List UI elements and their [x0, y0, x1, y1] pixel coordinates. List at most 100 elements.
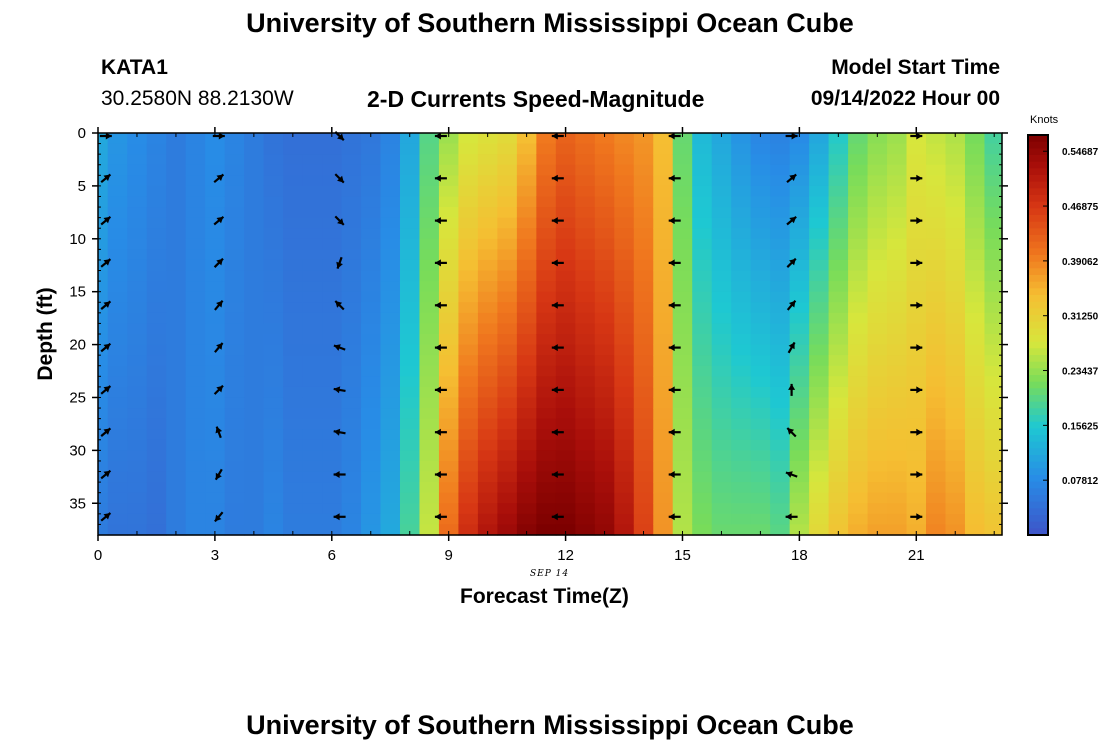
heatmap-cell [458, 323, 479, 335]
heatmap-cell [107, 471, 128, 483]
heatmap-cell [828, 185, 849, 198]
heatmap-cell [205, 439, 226, 451]
heatmap-cell [516, 323, 537, 335]
heatmap-cell [672, 228, 693, 240]
colorbar-segment [1028, 308, 1048, 316]
heatmap-cell [438, 397, 460, 409]
heatmap-cell [575, 513, 596, 526]
heatmap-cell [536, 323, 557, 335]
heatmap-cell [848, 418, 869, 430]
heatmap-cell [926, 281, 947, 293]
heatmap-cell [984, 471, 1003, 483]
heatmap-cell [205, 312, 226, 325]
heatmap-cell [263, 492, 284, 504]
heatmap-cell [224, 482, 245, 494]
heatmap-cell [107, 291, 128, 303]
heatmap-cell [809, 513, 830, 526]
heatmap-cell [244, 196, 265, 208]
heatmap-cell [653, 492, 674, 504]
heatmap-cell [770, 482, 791, 494]
heatmap-cell [380, 344, 401, 356]
heatmap-cell [205, 482, 226, 494]
heatmap-cell [380, 207, 401, 219]
heatmap-cell [653, 450, 674, 462]
heatmap-cell [107, 133, 128, 145]
heatmap-cell [731, 323, 752, 335]
heatmap-cell [224, 471, 245, 483]
heatmap-cell [731, 185, 752, 198]
heatmap-cell [399, 513, 421, 526]
colorbar-segment [1028, 261, 1048, 269]
heatmap-cell [127, 334, 148, 346]
heatmap-cell [322, 429, 343, 441]
heatmap-cell [633, 471, 654, 483]
heatmap-cell [127, 408, 148, 420]
heatmap-cell [263, 513, 284, 526]
heatmap-cell [731, 302, 752, 314]
heatmap-cell [146, 207, 167, 219]
heatmap-cell [672, 460, 693, 473]
heatmap-cell [770, 217, 791, 229]
heatmap-cell [926, 228, 947, 240]
heatmap-cell [887, 492, 908, 504]
heatmap-cell [341, 524, 362, 536]
heatmap-cell [283, 164, 304, 176]
current-vector-arrow [551, 386, 564, 394]
heatmap-cell [399, 450, 421, 462]
current-vector-arrow [100, 427, 112, 437]
heatmap-cell [419, 312, 440, 325]
heatmap-cell [984, 164, 1003, 176]
heatmap-cell [224, 408, 245, 420]
heatmap-cell [653, 482, 674, 494]
heatmap-cell [984, 439, 1003, 451]
heatmap-cell [692, 397, 713, 409]
heatmap-cell [516, 418, 537, 430]
heatmap-cell [692, 259, 713, 272]
heatmap-cell [770, 386, 791, 399]
current-vector-arrow [334, 300, 345, 311]
heatmap-cell [809, 228, 830, 240]
heatmap-cell [867, 281, 888, 293]
heatmap-cell [302, 513, 323, 526]
heatmap-cell [750, 376, 771, 388]
heatmap-cell [711, 259, 732, 272]
heatmap-cell [166, 429, 187, 441]
heatmap-cell [107, 355, 128, 367]
heatmap-cell [945, 196, 966, 208]
heatmap-cell [809, 408, 830, 420]
heatmap-cell [848, 185, 869, 198]
heatmap-cell [770, 185, 791, 198]
heatmap-cell [964, 503, 986, 515]
heatmap-cell [322, 376, 343, 388]
heatmap-cell [107, 418, 128, 430]
heatmap-cell [614, 228, 635, 240]
heatmap-cell [263, 196, 284, 208]
heatmap-cell [536, 164, 557, 176]
heatmap-cell [614, 471, 635, 483]
heatmap-cell [477, 196, 498, 208]
heatmap-cell [926, 133, 947, 145]
heatmap-cell [731, 344, 752, 356]
heatmap-cell [692, 249, 713, 261]
heatmap-cell [809, 376, 830, 388]
heatmap-cell [146, 196, 167, 208]
colorbar-segment [1028, 388, 1048, 396]
heatmap-cell [341, 334, 362, 346]
heatmap-cell [283, 334, 304, 346]
heatmap-cell [614, 376, 635, 388]
heatmap-cell [146, 302, 167, 314]
heatmap-cell [283, 302, 304, 314]
heatmap-cell [711, 418, 732, 430]
heatmap-cell [809, 217, 830, 229]
heatmap-cell [438, 302, 460, 314]
colorbar-segment [1028, 428, 1048, 436]
heatmap-cell [848, 344, 869, 356]
heatmap-cell [341, 439, 362, 451]
heatmap-cell [594, 207, 615, 219]
heatmap-cell [750, 429, 771, 441]
heatmap-cell [887, 133, 908, 145]
footer-title: University of Southern Mississippi Ocean… [246, 710, 854, 740]
heatmap-cell [477, 164, 498, 176]
heatmap-cell [692, 217, 713, 229]
colorbar-segment [1028, 435, 1048, 443]
